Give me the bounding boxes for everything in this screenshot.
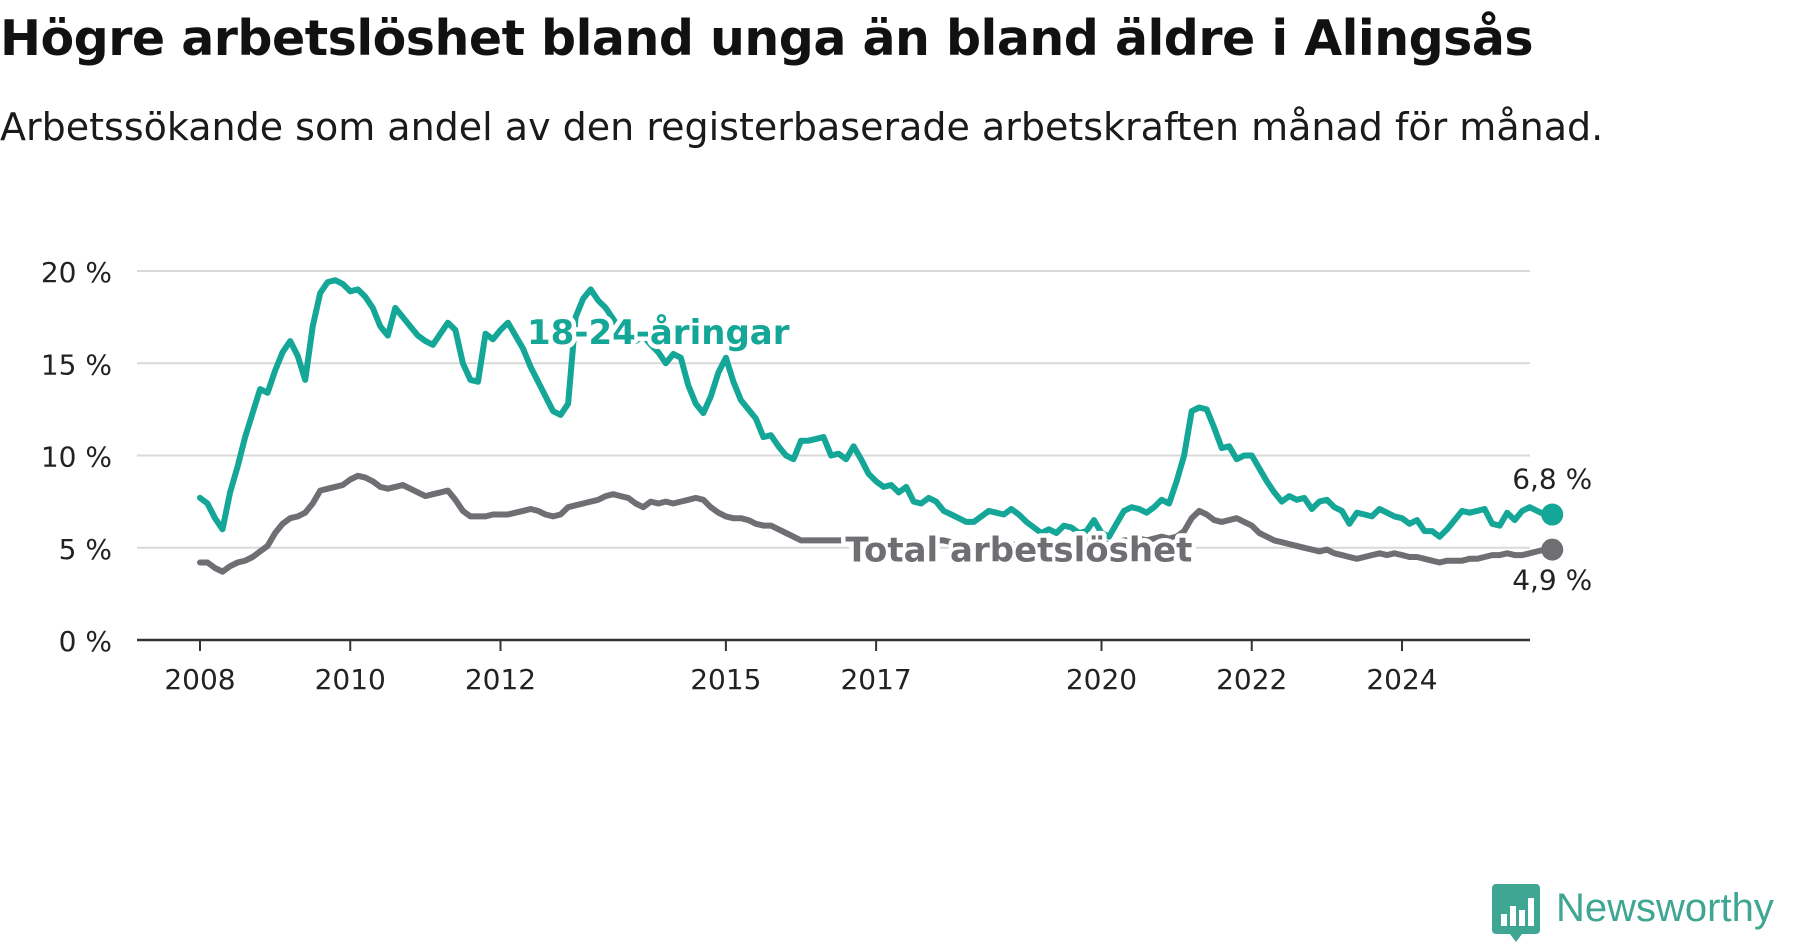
youth-series-label: 18-24-åringar bbox=[527, 313, 790, 353]
x-axis-ticks: 2008 2010 2012 2015 2017 2020 2022 2024 bbox=[164, 640, 1438, 696]
youth-end-value-label: 6,8 % bbox=[1512, 463, 1592, 496]
chart-subtitle: Arbetssökande som andel av den registerb… bbox=[0, 105, 1604, 149]
youth-end-marker bbox=[1541, 503, 1564, 526]
grid-lines bbox=[137, 270, 1530, 549]
total-end-value-label: 4,9 % bbox=[1512, 564, 1592, 597]
series-lines bbox=[197, 277, 1564, 575]
x-tick-label: 2015 bbox=[690, 663, 761, 696]
y-tick-label: 20 % bbox=[41, 256, 112, 289]
x-tick-label: 2024 bbox=[1366, 663, 1437, 696]
x-tick-label: 2017 bbox=[840, 663, 911, 696]
x-tick-label: 2012 bbox=[465, 663, 536, 696]
newsworthy-wordmark: Newsworthy bbox=[1556, 886, 1774, 930]
x-tick-label: 2008 bbox=[164, 663, 235, 696]
newsworthy-logo: Newsworthy bbox=[1492, 884, 1792, 944]
y-tick-label: 5 % bbox=[59, 533, 112, 566]
total-series-label: Total arbetslöshet bbox=[845, 531, 1192, 571]
x-tick-label: 2020 bbox=[1066, 663, 1137, 696]
x-tick-label: 2022 bbox=[1216, 663, 1287, 696]
total-series-line bbox=[197, 472, 1556, 575]
y-tick-label: 15 % bbox=[41, 348, 112, 381]
y-tick-label: 10 % bbox=[41, 441, 112, 474]
y-axis-ticks: 0 % 5 % 10 % 15 % 20 % bbox=[41, 256, 112, 658]
series-labels: 6,8 % 4,9 % 18-24-åringar Total arbetslöshe… bbox=[523, 308, 1593, 597]
youth-series-line bbox=[197, 277, 1556, 540]
y-tick-label: 0 % bbox=[59, 625, 112, 658]
chart-title: Högre arbetslöshet bland unga än bland ä… bbox=[0, 10, 1534, 67]
total-end-marker bbox=[1541, 538, 1564, 561]
newsworthy-logo-icon bbox=[1492, 884, 1540, 942]
x-tick-label: 2010 bbox=[315, 663, 386, 696]
